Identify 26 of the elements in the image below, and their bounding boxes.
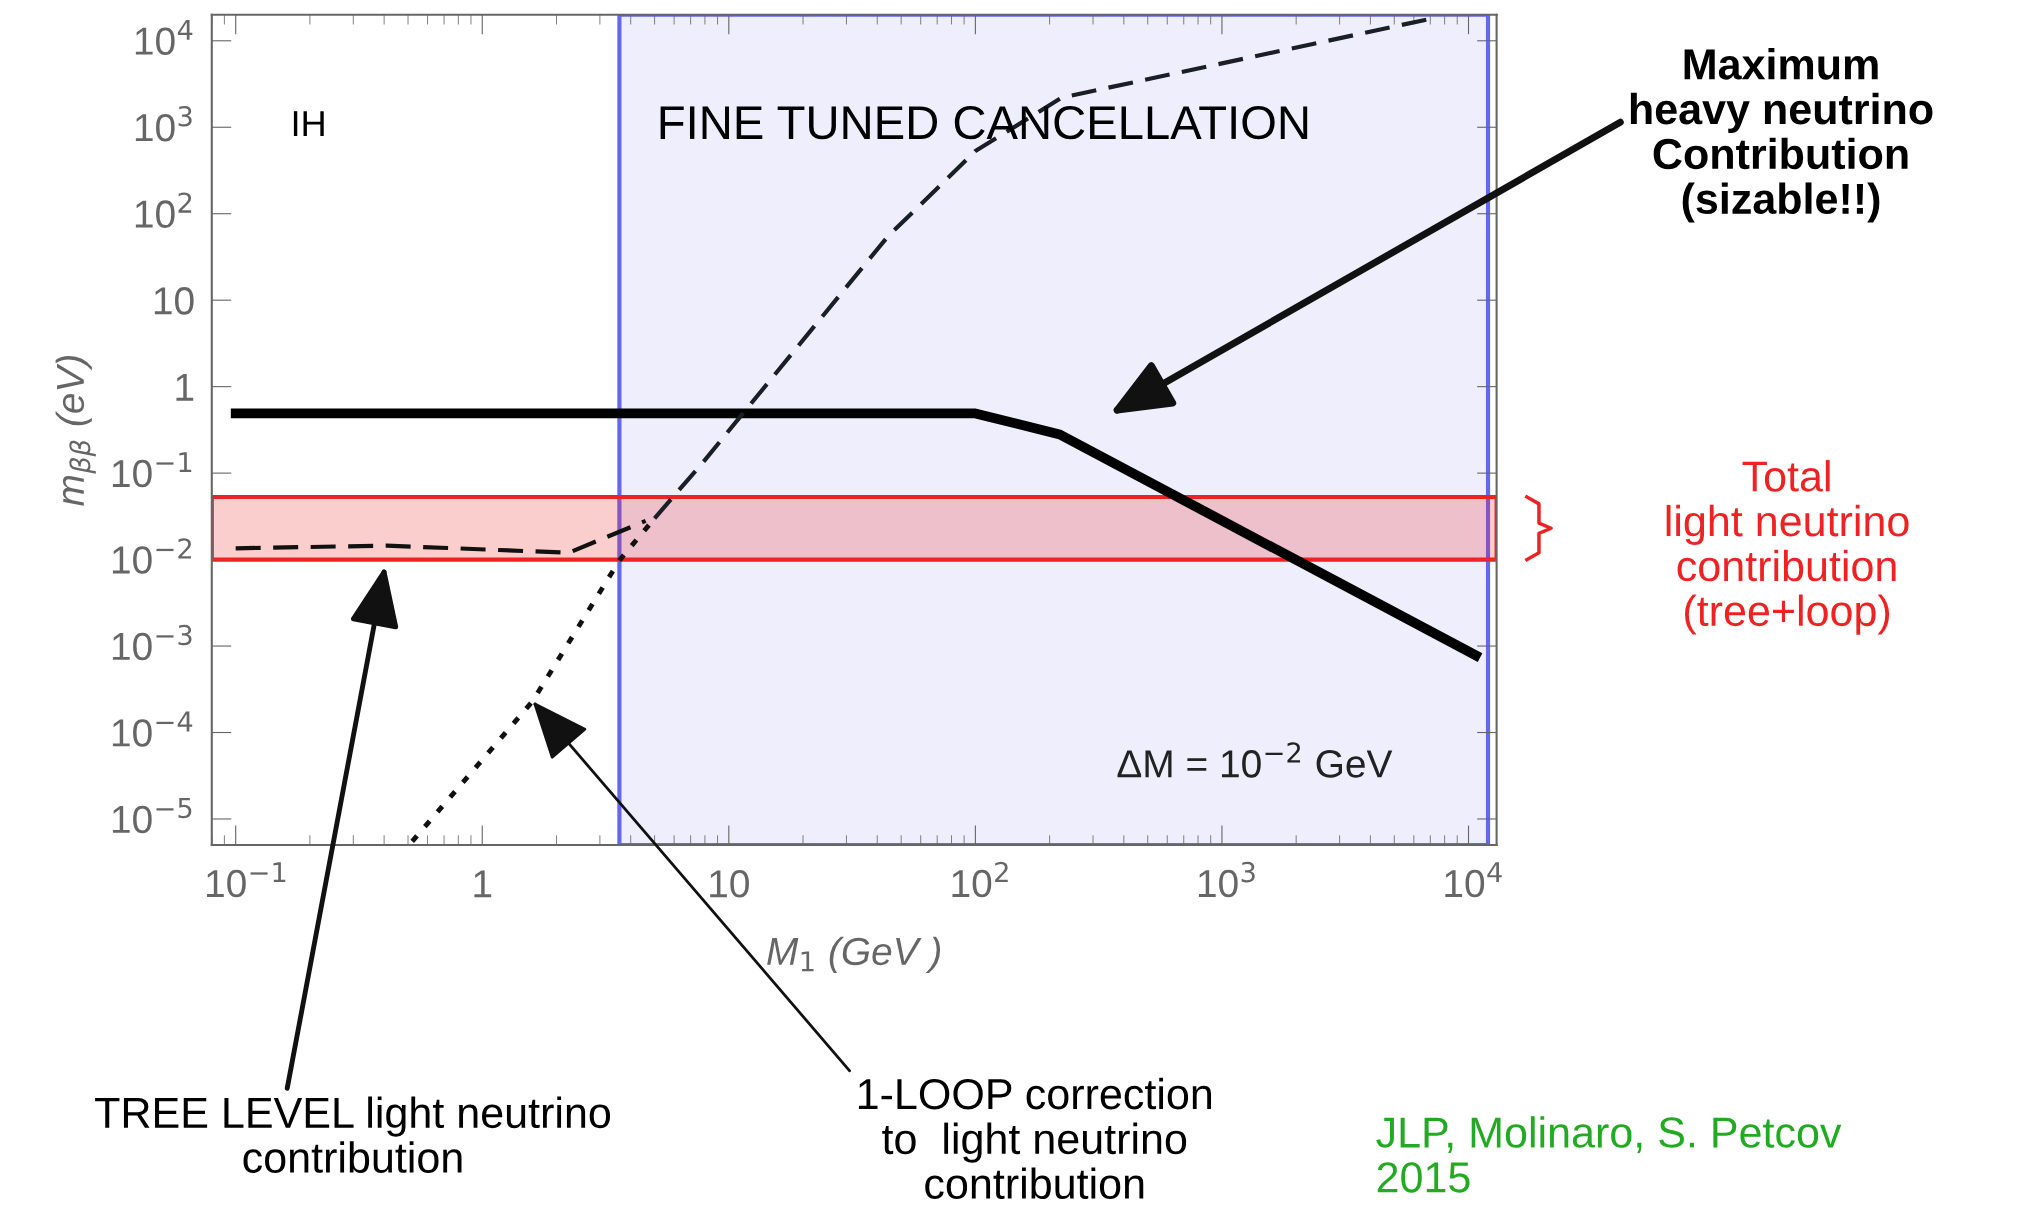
y-axis-title: m$_{ββ}$ (eV) [55,355,96,506]
text: Maximum heavy neutrino Contribution (sizable!!) [1630,48,1933,223]
y-tick-label: 10$^{−3}$ [112,624,192,661]
y-tick-label: 10$^{3}$ [135,105,192,142]
annotation: 1-LOOP correction to light neutrino contribution [858,1077,1212,1200]
y-tick-label: 10 [154,287,194,315]
x-tick-label: 1 [474,870,492,898]
y-tick-label: 10$^{−1}$ [112,452,192,488]
y-tick-label: 10$^{−5}$ [112,798,192,834]
x-tick-label: 10$^{4}$ [1445,862,1502,898]
y-tick-label: 10$^{−2}$ [112,538,191,574]
x-tick-label: 10$^{3}$ [1198,861,1255,898]
y-tick-label: 10$^{−4}$ [112,711,193,747]
y-tick-label: 10$^{4}$ [135,19,193,55]
x-tick-label: 10$^{2}$ [952,861,1008,898]
text: TREE LEVEL light neutrino contribution [95,1096,611,1173]
band-label: Total light neutrino contribution (tree+loop) [1666,460,1909,635]
x-axis-title: M$_{1}$ (GeV ) [767,936,941,973]
annotation: ΔM = 10$^{−2}$ GeV [1117,742,1393,778]
y-tick-label: 10$^{2}$ [135,192,192,228]
x-tick-label: 10$^{−1}$ [207,862,286,898]
annotation: IH [293,111,324,137]
y-tick-label: 1 [176,373,194,401]
x-tick-label: 10 [710,870,749,898]
band-label: FINE TUNED CANCELLATION [660,105,1308,140]
text: JLP, Molinaro, S. Petcov 2015 [1376,1116,1842,1193]
